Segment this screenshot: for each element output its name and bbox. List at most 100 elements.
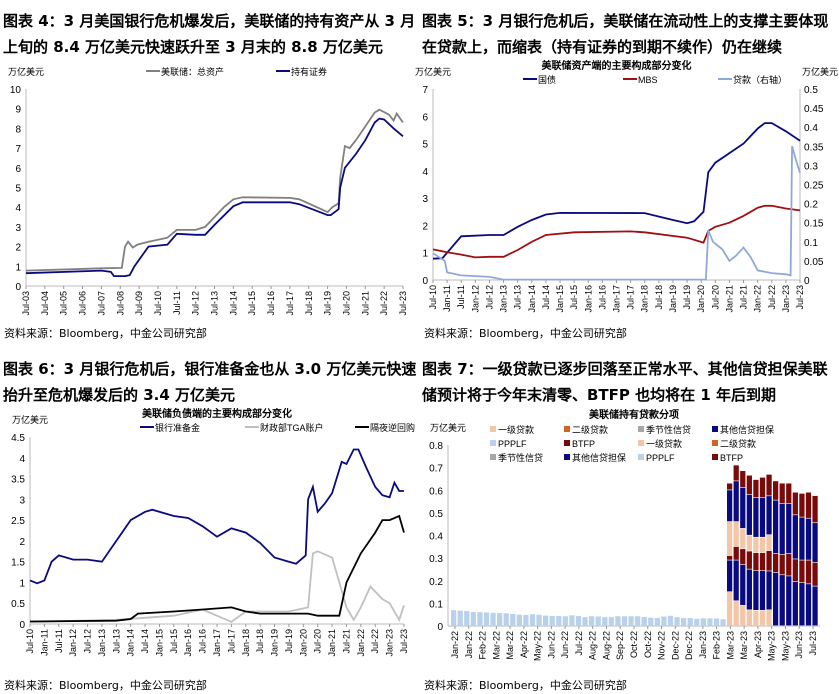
chart5-y-tick: 0: [422, 276, 428, 287]
chart7-bar-segment: [661, 616, 667, 626]
chart7-bar-segment: [667, 615, 674, 626]
chart5-series-line: [432, 146, 801, 281]
chart7-legend-label: PPPLF: [646, 453, 675, 463]
chart7-bar-segment: [766, 550, 772, 571]
chart7-legend-label: 其他信贷担保: [572, 452, 626, 463]
chart7-x-tick: Jan-23: [698, 631, 708, 659]
chart5-y-label-right: 万亿美元: [802, 66, 838, 77]
chart7-bar-segment: [589, 616, 595, 626]
chart7-bar-segment: [779, 554, 785, 575]
chart7-x-tick: Oct-22: [629, 631, 639, 658]
chart5-y-tick: 6: [422, 112, 428, 123]
chart6-x-tick: Jan-17: [212, 629, 222, 657]
chart5-y-tick-right: 0.4: [804, 123, 818, 134]
chart7-x-tick: Jan-22: [450, 631, 460, 659]
chart7-bar-segment: [516, 614, 522, 626]
chart5-y-tick-right: 0.5: [804, 85, 818, 96]
figure-7-source: 资料来源：Bloomberg，中金公司研究部: [424, 679, 627, 692]
chart6-x-tick: Jan-20: [298, 629, 308, 657]
chart5-x-tick: Jan-12: [470, 285, 480, 313]
chart4-x-tick: Jul-20: [341, 291, 351, 316]
chart4-x-tick: Jul-13: [210, 291, 220, 316]
chart5-y-tick-right: 0.25: [804, 181, 824, 192]
chart6-series-line: [29, 550, 405, 623]
chart7-bar-segment: [733, 521, 739, 547]
chart7-bar-segment: [582, 617, 588, 626]
chart7-bar-segment: [812, 523, 818, 563]
chart5-y-tick-right: 0.15: [804, 219, 824, 230]
chart6-x-tick: Jan-23: [385, 629, 395, 657]
chart7-bar-segment: [812, 495, 818, 523]
chart5-legend-label: MBS: [638, 75, 658, 85]
chart5-legend-label: 贷款（右轴）: [733, 74, 787, 85]
chart7-y-tick: 0.4: [429, 532, 443, 543]
chart5-title: 美联储资产端的主要构成部分变化: [542, 59, 692, 72]
chart6-legend-label: 财政部TGA账户: [260, 422, 324, 433]
chart7-y-tick: 0.1: [429, 599, 443, 610]
chart7-y-label: 万亿美元: [430, 422, 466, 433]
chart6-x-tick: Jul-11: [54, 629, 64, 653]
chart5-x-tick: Jul-23: [795, 285, 805, 310]
chart7-x-tick: Apr-23: [753, 631, 763, 658]
chart7-bar-segment: [549, 616, 555, 626]
chart6-y-tick: 4: [19, 454, 25, 465]
chart7-bar-segment: [773, 500, 779, 553]
chart7-bar-segment: [648, 617, 654, 626]
chart7-legend-label: BTFP: [572, 439, 595, 449]
chart7-x-tick: Sep-22: [615, 631, 625, 660]
chart7-bar-segment: [628, 616, 634, 626]
chart4-x-tick: Jul-15: [247, 291, 257, 316]
chart5-x-tick: Jul-21: [739, 285, 749, 310]
chart7-bar-segment: [733, 546, 739, 560]
chart7-legend-swatch: [638, 454, 644, 460]
chart7-bar-segment: [740, 564, 746, 606]
chart7-legend-swatch: [712, 440, 718, 446]
chart7-bar-segment: [733, 465, 739, 481]
chart6-y-tick: 2: [19, 537, 25, 548]
chart7-bar-segment: [759, 497, 766, 537]
chart7-bar-segment: [575, 616, 582, 626]
chart6-x-tick: Jan-15: [154, 629, 164, 657]
chart7-y-tick: 0: [437, 622, 443, 633]
figure-5-source: 资料来源：Bloomberg，中金公司研究部: [424, 327, 627, 340]
chart4-x-tick: Jul-06: [78, 291, 88, 316]
chart5-y-tick: 4: [422, 167, 428, 178]
chart7-x-tick: Mar-22: [505, 631, 515, 660]
chart7-bar-segment: [595, 616, 601, 626]
figure-4-source: 资料来源：Bloomberg，中金公司研究部: [4, 327, 207, 340]
chart4-x-tick: Jul-04: [40, 291, 50, 316]
chart5-x-tick: Jul-11: [456, 285, 466, 309]
chart6-x-tick: Jan-21: [327, 629, 337, 657]
chart7-bar-segment: [773, 572, 779, 626]
chart7-legend-swatch: [638, 426, 644, 432]
chart7-legend-swatch: [564, 440, 570, 446]
chart6-series-line: [29, 448, 404, 585]
chart6-x-tick: Jul-10: [25, 629, 35, 654]
chart7-bar-segment: [786, 576, 792, 626]
chart5-x-tick: Jul-17: [626, 285, 636, 310]
chart6-y-tick: 4.5: [11, 433, 25, 444]
chart7-bar-segment: [477, 612, 483, 626]
chart7-bar-segment: [740, 605, 746, 626]
chart7-x-tick: Oct-22: [643, 631, 653, 658]
chart7-bar-segment: [759, 477, 766, 498]
chart7-legend-label: 其他信贷担保: [720, 424, 774, 435]
chart7-x-tick: Jul-23: [808, 631, 818, 656]
chart7-bar-segment: [792, 559, 798, 582]
chart7-bar-segment: [812, 562, 818, 586]
chart7-bar-segment: [792, 492, 798, 515]
chart7-y-tick: 0.7: [429, 464, 443, 475]
chart6-y-tick: 1.5: [11, 558, 25, 569]
chart4-x-tick: Jul-17: [285, 291, 295, 316]
chart7-bar-segment: [727, 483, 733, 490]
chart7-bar-segment: [759, 571, 766, 611]
chart5-x-tick: Jan-23: [781, 285, 791, 313]
chart7-bar-segment: [799, 560, 805, 583]
chart4-legend-label: 美联储：总资产: [161, 66, 224, 77]
chart6-x-tick: Jan-13: [97, 629, 107, 657]
chart5-y-tick-right: 0.45: [804, 104, 824, 115]
chart7-bar-segment: [753, 610, 759, 626]
chart7-y-tick: 0.5: [429, 509, 443, 520]
chart7-bar-segment: [727, 521, 733, 556]
